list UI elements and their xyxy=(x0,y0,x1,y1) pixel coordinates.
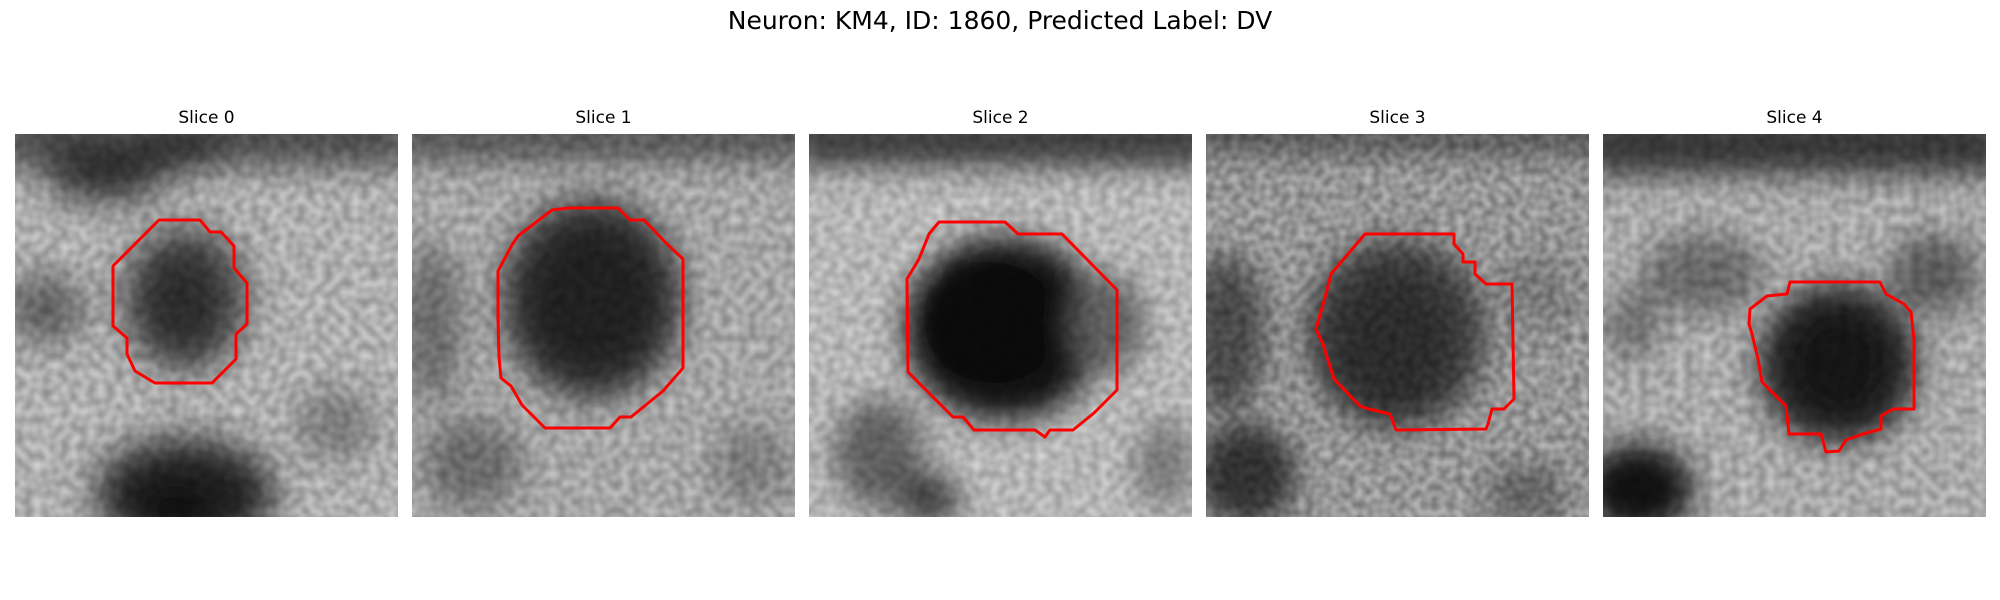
figure-title: Neuron: KM4, ID: 1860, Predicted Label: … xyxy=(727,6,1273,35)
slice-1-image xyxy=(412,134,795,517)
slice-4-title: Slice 4 xyxy=(1766,108,1823,128)
slice-2-contour xyxy=(905,220,1119,439)
slice-2-image xyxy=(809,134,1192,517)
slice-1-title: Slice 1 xyxy=(575,108,632,128)
slice-3-image xyxy=(1206,134,1589,517)
slice-0-title: Slice 0 xyxy=(178,108,235,128)
slice-3-contour xyxy=(1314,232,1516,432)
slice-2-title: Slice 2 xyxy=(972,108,1029,128)
slice-1-contour xyxy=(496,206,685,430)
slice-4-image xyxy=(1603,134,1986,517)
slice-0-image xyxy=(15,134,398,517)
slice-4-contour xyxy=(1747,280,1916,454)
slice-0-contour xyxy=(111,218,249,385)
slice-3-title: Slice 3 xyxy=(1369,108,1426,128)
